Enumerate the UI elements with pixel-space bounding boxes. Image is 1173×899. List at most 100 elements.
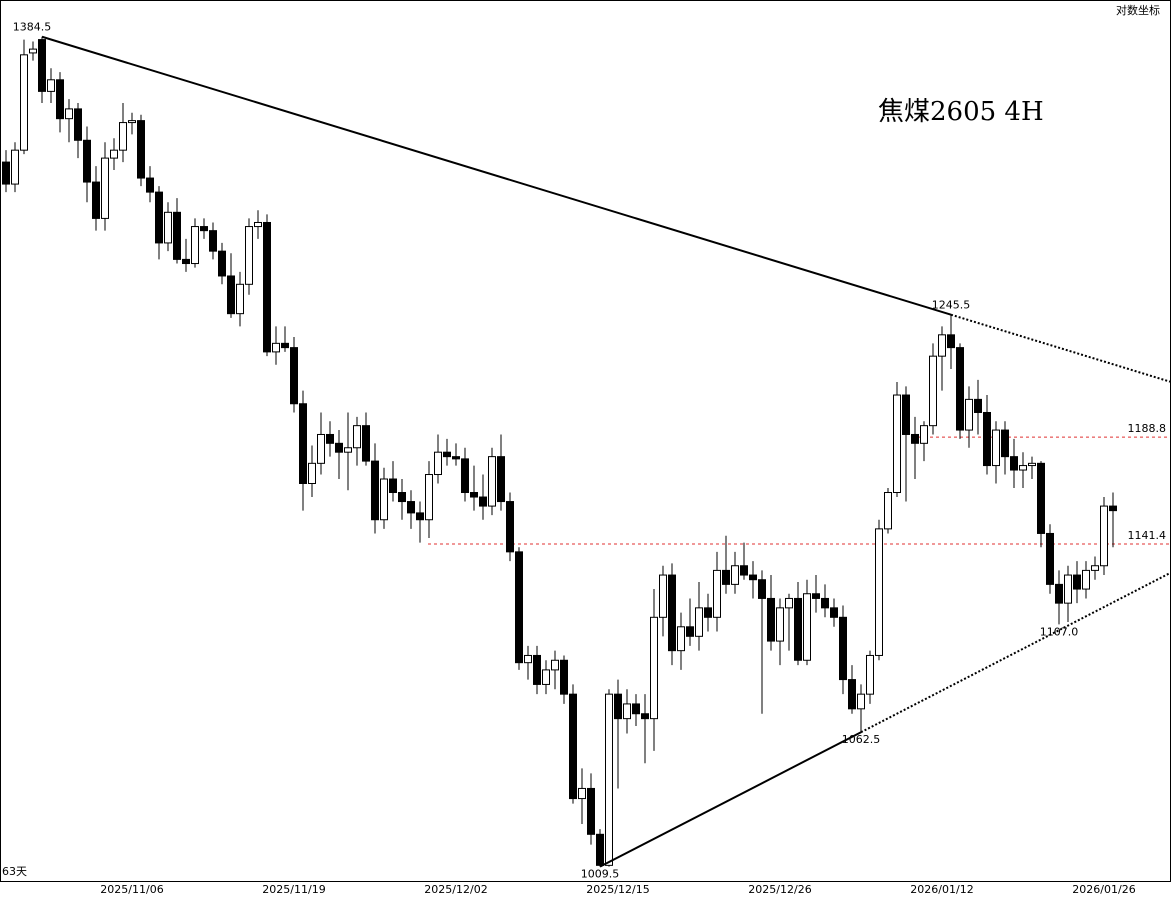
trend-line-extension: [860, 572, 1171, 734]
candle-body: [911, 433, 919, 444]
x-tick-label: 2025/12/26: [748, 883, 811, 896]
candle-body: [776, 607, 784, 642]
candle-body: [254, 221, 262, 228]
candle-body: [11, 149, 19, 185]
x-tick-label: 2026/01/12: [910, 883, 973, 896]
candle-body: [227, 275, 235, 315]
candle-body: [245, 226, 253, 285]
candle-body: [416, 512, 424, 521]
chart-title: 焦煤2605 4H: [878, 97, 1044, 127]
candle-body: [1082, 569, 1090, 590]
candle-body: [560, 659, 568, 695]
candle-body: [614, 693, 622, 720]
candle-body: [641, 713, 649, 720]
candle-body: [551, 659, 559, 671]
candle-body: [587, 787, 595, 835]
candle-body: [443, 451, 451, 458]
level-label: 1188.8: [1128, 422, 1167, 435]
x-tick-label: 2025/12/02: [424, 883, 487, 896]
candle-body: [893, 394, 901, 494]
candle-body: [56, 79, 64, 120]
candle-body: [281, 342, 289, 349]
plot-frame: [0, 0, 1171, 882]
candle-body: [794, 597, 802, 661]
candle-body: [632, 703, 640, 715]
candle-body: [38, 39, 46, 92]
candle-body: [299, 403, 307, 484]
candle-body: [1001, 429, 1009, 458]
candle-body: [110, 149, 118, 159]
candle-body: [362, 425, 370, 462]
candle-body: [992, 429, 1000, 467]
scale-note: 对数坐标: [1116, 3, 1160, 17]
candle-body: [263, 221, 271, 353]
candle-body: [848, 679, 856, 710]
candle-body: [488, 456, 496, 507]
period-note: 63天: [2, 865, 27, 878]
candle-body: [173, 211, 181, 260]
candle-body: [191, 226, 199, 265]
candle-body: [1100, 505, 1108, 567]
candle-body: [380, 478, 388, 521]
candle-body: [974, 398, 982, 413]
candle-body: [731, 565, 739, 585]
candle-body: [839, 616, 847, 681]
candle-body: [1037, 462, 1045, 534]
candle-body: [344, 447, 352, 453]
candle-body: [668, 574, 676, 652]
candle-body: [452, 456, 460, 460]
candle-body: [605, 693, 613, 866]
candle-body: [470, 492, 478, 498]
candle-body: [236, 283, 244, 315]
candle-body: [920, 425, 928, 444]
candle-body: [533, 654, 541, 685]
candle-body: [506, 501, 514, 553]
price-label: 1245.5: [932, 299, 971, 312]
trend-line: [41, 35, 952, 316]
candle-body: [902, 394, 910, 435]
candle-body: [515, 551, 523, 664]
candle-body: [704, 607, 712, 618]
candle-body: [542, 669, 550, 685]
candle-body: [164, 211, 172, 244]
trend-line: [599, 731, 862, 868]
candle-body: [857, 693, 865, 710]
candle-body: [1064, 574, 1072, 604]
candle-body: [335, 442, 343, 453]
candle-body: [812, 593, 820, 599]
x-tick-label: 2025/12/15: [586, 883, 649, 896]
candle-body: [1046, 532, 1054, 585]
candle-body: [1091, 565, 1099, 571]
candle-body: [29, 48, 37, 54]
candle-body: [353, 425, 361, 449]
candle-body: [272, 342, 280, 353]
candle-body: [389, 478, 397, 494]
candle-body: [866, 654, 874, 695]
candle-body: [209, 230, 217, 252]
level-label: 1141.4: [1128, 529, 1167, 542]
candle-body: [686, 626, 694, 637]
candle-body: [218, 250, 226, 277]
candle-body: [398, 492, 406, 503]
candle-body: [956, 347, 964, 431]
candle-body: [767, 597, 775, 642]
candle-body: [1010, 456, 1018, 471]
candle-body: [200, 226, 208, 232]
price-label: 1009.5: [581, 868, 620, 881]
candle-body: [983, 411, 991, 467]
candle-body: [326, 433, 334, 444]
candle-body: [290, 347, 298, 405]
candle-body: [1028, 462, 1036, 467]
x-tick-label: 2025/11/19: [262, 883, 325, 896]
x-tick-label: 2026/01/26: [1072, 883, 1135, 896]
candle-body: [497, 456, 505, 503]
candle-body: [146, 177, 154, 193]
candle-body: [884, 492, 892, 530]
candle-body: [1073, 574, 1081, 590]
candle-body: [425, 474, 433, 521]
candle-body: [965, 398, 973, 431]
price-label: 1107.0: [1040, 625, 1079, 638]
candle-body: [119, 122, 127, 151]
candle-body: [317, 433, 325, 464]
candle-body: [596, 833, 604, 866]
